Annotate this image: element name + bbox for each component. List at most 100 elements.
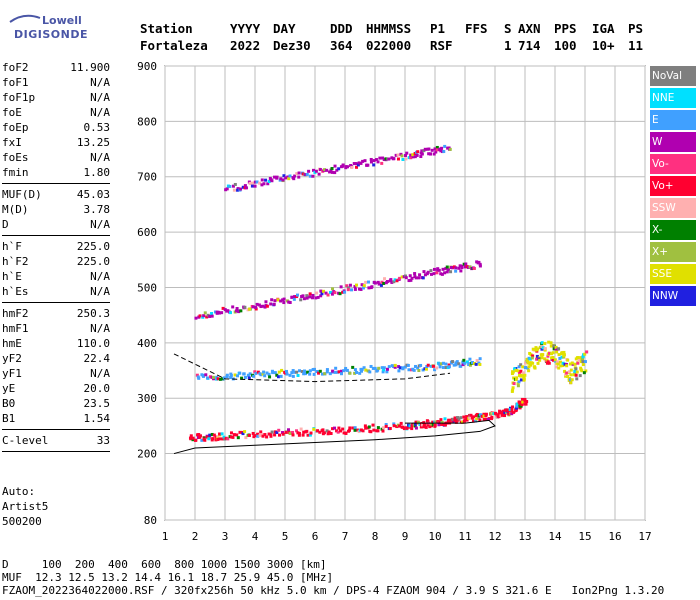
- y-tick-label: 500: [137, 281, 157, 294]
- trace-point: [536, 347, 540, 351]
- trace-point: [435, 366, 439, 370]
- trace-point: [550, 357, 554, 361]
- trace-point: [426, 270, 430, 274]
- trace-point: [387, 365, 391, 369]
- trace-point: [361, 429, 365, 433]
- trace-point: [355, 370, 359, 374]
- trace-point: [257, 303, 261, 307]
- trace-point: [344, 366, 348, 370]
- trace-point: [378, 156, 382, 160]
- trace-point: [333, 426, 337, 430]
- trace-point: [270, 430, 274, 434]
- trace-point: [519, 400, 523, 404]
- trace-point: [516, 384, 520, 388]
- trace-point: [441, 361, 445, 365]
- trace-point: [459, 416, 463, 420]
- trace-point: [549, 344, 553, 348]
- trace-point: [477, 415, 481, 419]
- trace-point: [397, 369, 401, 373]
- param-key: B1: [2, 412, 16, 425]
- legend-entry: SSE: [650, 264, 696, 284]
- trace-point: [191, 436, 195, 440]
- trace-point: [455, 360, 459, 364]
- trace-point: [398, 366, 402, 370]
- trace-point: [453, 416, 457, 420]
- trace-point: [260, 183, 264, 187]
- trace-point: [447, 418, 451, 422]
- trace-point: [557, 353, 561, 357]
- trace-point: [360, 367, 364, 371]
- param-key: MUF(D): [2, 188, 42, 201]
- trace-point: [472, 266, 476, 270]
- trace-point: [228, 311, 232, 315]
- trace-point: [243, 305, 247, 309]
- trace-point: [409, 156, 413, 160]
- trace-point: [198, 314, 202, 318]
- trace-point: [279, 299, 283, 303]
- trace-point: [273, 299, 277, 303]
- trace-point: [510, 412, 514, 416]
- trace-point: [569, 373, 573, 377]
- footer-muf-label: MUF: [2, 571, 22, 584]
- trace-point: [265, 371, 269, 375]
- trace-point: [435, 271, 439, 275]
- param-value: 225.0: [76, 240, 110, 253]
- trace-point: [316, 429, 320, 433]
- y-tick-label: 700: [137, 171, 157, 184]
- density-profile-extrapolated: [173, 353, 451, 383]
- trace-point: [305, 294, 309, 298]
- legend-entry: E: [650, 110, 696, 130]
- trace-point: [528, 357, 532, 361]
- trace-point: [231, 184, 235, 188]
- trace-point: [317, 371, 321, 375]
- param-row: foEs N/A: [2, 150, 110, 165]
- trace-point: [285, 372, 289, 376]
- trace-point: [432, 272, 436, 276]
- trace-point: [533, 365, 537, 369]
- trace-point: [385, 280, 389, 284]
- trace-point: [482, 414, 486, 418]
- trace-point: [535, 354, 539, 358]
- trace-point: [418, 273, 422, 277]
- trace-point: [331, 369, 335, 373]
- param-value: N/A: [90, 91, 110, 104]
- trace-point: [521, 400, 525, 404]
- trace-point: [256, 432, 260, 436]
- header-value: 11: [628, 38, 644, 53]
- trace-point: [582, 371, 586, 375]
- trace-point: [224, 188, 228, 192]
- trace-point: [420, 149, 424, 153]
- trace-point: [300, 370, 304, 374]
- trace-point: [393, 365, 397, 369]
- trace-point: [368, 370, 372, 374]
- trace-point: [259, 373, 263, 377]
- trace-point: [583, 352, 587, 356]
- trace-point: [523, 373, 527, 377]
- trace-point: [469, 413, 473, 417]
- trace-point: [442, 150, 446, 154]
- trace-point: [331, 427, 335, 431]
- trace-point: [528, 361, 532, 365]
- trace-point: [478, 262, 482, 266]
- y-tick-label: 800: [137, 115, 157, 128]
- x-tick-label: 8: [372, 530, 379, 543]
- trace-point: [465, 416, 469, 420]
- trace-point: [373, 281, 377, 285]
- trace-point: [281, 298, 285, 302]
- trace-point: [348, 426, 352, 430]
- trace-point: [462, 262, 466, 266]
- header-value: 2022: [230, 38, 261, 53]
- trace-point: [211, 437, 215, 441]
- param-value: N/A: [90, 151, 110, 164]
- trace-point: [327, 430, 331, 434]
- trace-point: [309, 431, 313, 435]
- header-label: S: [504, 21, 512, 36]
- trace-point: [198, 434, 202, 438]
- trace-point: [353, 287, 357, 291]
- param-value: N/A: [90, 76, 110, 89]
- trace-point: [517, 400, 521, 404]
- trace-point: [409, 153, 413, 157]
- legend-entry: NoVal: [650, 66, 696, 86]
- trace-point: [408, 424, 412, 428]
- trace-point: [585, 350, 589, 354]
